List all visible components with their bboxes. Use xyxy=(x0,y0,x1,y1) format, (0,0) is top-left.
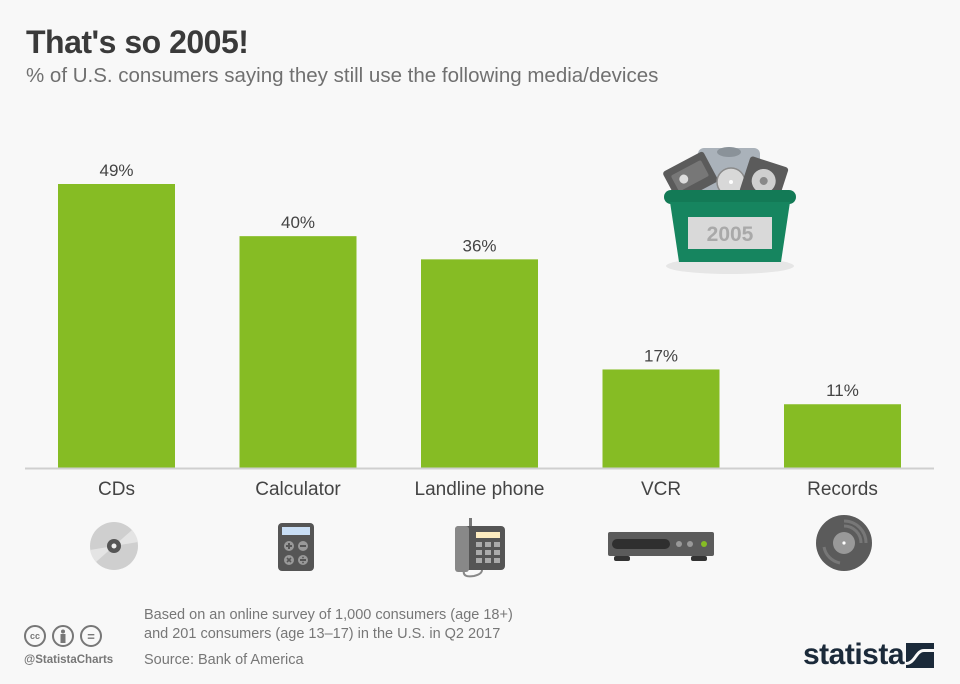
by-attribution-icon xyxy=(52,625,74,647)
landline-phone-icon xyxy=(455,518,505,578)
category-label: VCR xyxy=(641,479,681,500)
twitter-handle[interactable]: @StatistaCharts xyxy=(24,654,114,666)
value-label: 49% xyxy=(99,161,133,180)
vinyl-record-icon xyxy=(816,515,872,571)
bar-calculator xyxy=(239,236,357,468)
basket-label: 2005 xyxy=(707,223,754,246)
license-icons: cc = xyxy=(24,625,102,647)
category-label: Records xyxy=(807,479,878,500)
survey-note-line-2: and 201 consumers (age 13–17) in the U.S… xyxy=(144,626,501,642)
category-label: CDs xyxy=(98,479,135,500)
cd-icon xyxy=(90,522,138,570)
survey-note-line-1: Based on an online survey of 1,000 consu… xyxy=(144,607,513,623)
value-label: 36% xyxy=(462,236,496,255)
statista-logo-text[interactable]: statista xyxy=(803,638,905,671)
no-derivatives-icon: = xyxy=(80,625,102,647)
value-label: 17% xyxy=(644,346,678,365)
cc-icon: cc xyxy=(24,625,46,647)
chart-subtitle: % of U.S. consumers saying they still us… xyxy=(26,64,659,87)
calculator-icon xyxy=(278,523,314,571)
bar-cds xyxy=(58,184,175,468)
statista-logo-icon xyxy=(906,643,934,668)
source-text: Source: Bank of America xyxy=(144,652,304,668)
bar-vcr xyxy=(602,369,720,468)
chart-title: That's so 2005! xyxy=(26,24,249,60)
survey-note: Based on an online survey of 1,000 consu… xyxy=(144,606,513,644)
bar-records xyxy=(784,404,901,468)
basket-illustration: 2005 xyxy=(663,147,796,274)
category-label: Calculator xyxy=(255,479,341,500)
cassette-icon xyxy=(663,151,718,202)
value-label: 40% xyxy=(281,213,315,232)
value-label: 11% xyxy=(826,381,859,400)
vcr-icon xyxy=(608,532,714,561)
bar-chart: 49% CDs 40% Calculator 36% Landline phone 17% V… xyxy=(25,147,934,500)
bar-landline-phone xyxy=(421,259,538,468)
category-label: Landline phone xyxy=(415,479,545,500)
